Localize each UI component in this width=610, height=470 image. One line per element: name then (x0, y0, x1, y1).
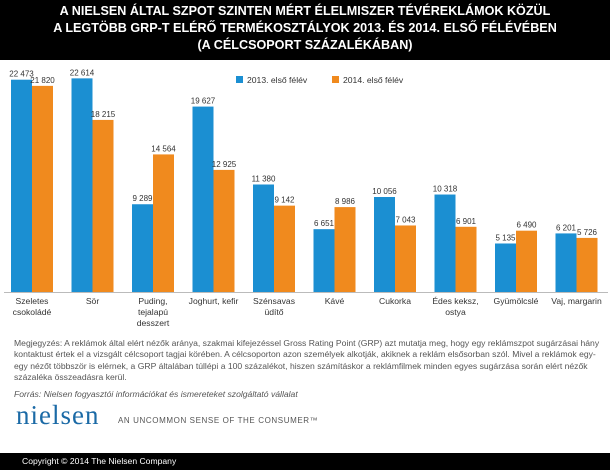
data-label: 11 380 (252, 174, 276, 183)
data-label: 14 564 (151, 144, 176, 153)
source-note: Forrás: Nielsen fogyasztói információkat… (14, 389, 298, 399)
bar-2014 (576, 237, 598, 292)
category-label: desszert (137, 318, 170, 328)
title-line-1: A NIELSEN ÁLTAL SZPOT SZINTEN MÉRT ÉLELM… (59, 4, 551, 18)
bar-2013 (374, 197, 395, 292)
data-label: 19 627 (191, 97, 216, 106)
bar-2013 (11, 79, 32, 292)
footnote: Megjegyzés: A reklámok által elért nézők… (14, 338, 600, 383)
bar-2013 (313, 229, 335, 292)
copyright-footer: Copyright © 2014 The Nielsen Company (0, 453, 610, 470)
data-label: 9 289 (132, 194, 153, 203)
legend-label: 2014. első félév (343, 75, 404, 85)
title-line-2: A LEGTÖBB GRP-T ELÉRŐ TERMÉKOSZTÁLYOK 20… (53, 21, 557, 35)
category-label: Sör (86, 296, 100, 306)
category-label: üdítő (264, 307, 283, 317)
chart-title-banner: A NIELSEN ÁLTAL SZPOT SZINTEN MÉRT ÉLELM… (0, 0, 610, 60)
data-label: 6 490 (516, 221, 537, 230)
bar-2014 (153, 154, 174, 292)
category-label: Puding, (138, 296, 167, 306)
bar-2013 (434, 194, 456, 292)
legend-label: 2013. első félév (247, 75, 308, 85)
data-label: 5 135 (495, 233, 516, 242)
bar-2013 (253, 184, 274, 292)
data-label: 22 473 (9, 70, 34, 79)
data-label: 9 142 (274, 196, 295, 205)
category-label: Kávé (325, 296, 345, 306)
data-label: 22 614 (70, 68, 95, 77)
bar-2013 (495, 243, 516, 292)
category-label: ostya (445, 307, 466, 317)
bar-2013 (192, 106, 214, 292)
data-label: 5 726 (577, 228, 598, 237)
bar-2014 (455, 226, 477, 292)
data-label: 6 201 (556, 223, 577, 232)
data-label: 7 043 (395, 215, 416, 224)
bar-2014 (395, 225, 416, 292)
bar-2014 (92, 119, 114, 292)
nielsen-logo: nielsen (16, 400, 100, 430)
bar-2014 (32, 85, 53, 292)
title-line-3: (A CÉLCSOPORT SZÁZALÉKÁBAN) (197, 38, 413, 52)
data-label: 10 318 (433, 185, 458, 194)
tagline: AN UNCOMMON SENSE OF THE CONSUMER™ (118, 416, 319, 425)
category-label: Joghurt, kefir (189, 296, 239, 306)
bar-2013 (555, 233, 577, 292)
bar-2014 (334, 207, 356, 292)
data-label: 6 901 (456, 217, 477, 226)
bar-2014 (274, 205, 295, 292)
category-label: Cukorka (379, 296, 411, 306)
category-label: Szénsavas (253, 296, 295, 306)
category-label: Édes keksz, (432, 296, 478, 306)
category-label: Gyümölcslé (494, 296, 539, 306)
bar-2013 (71, 78, 93, 292)
legend-swatch-2013 (236, 76, 243, 83)
category-label: csokoládé (13, 307, 52, 317)
category-label: tejalapú (138, 307, 168, 317)
bar-2014 (516, 230, 537, 292)
bar-2013 (132, 204, 153, 292)
data-label: 8 986 (335, 197, 356, 206)
category-label: Szeletes (16, 296, 49, 306)
data-label: 21 820 (30, 76, 55, 85)
legend-swatch-2014 (332, 76, 339, 83)
category-label: Vaj, margarin (551, 296, 602, 306)
data-label: 10 056 (372, 187, 397, 196)
data-label: 18 215 (91, 110, 116, 119)
bar-2014 (213, 169, 235, 292)
data-label: 12 925 (212, 160, 237, 169)
data-label: 6 651 (314, 219, 335, 228)
